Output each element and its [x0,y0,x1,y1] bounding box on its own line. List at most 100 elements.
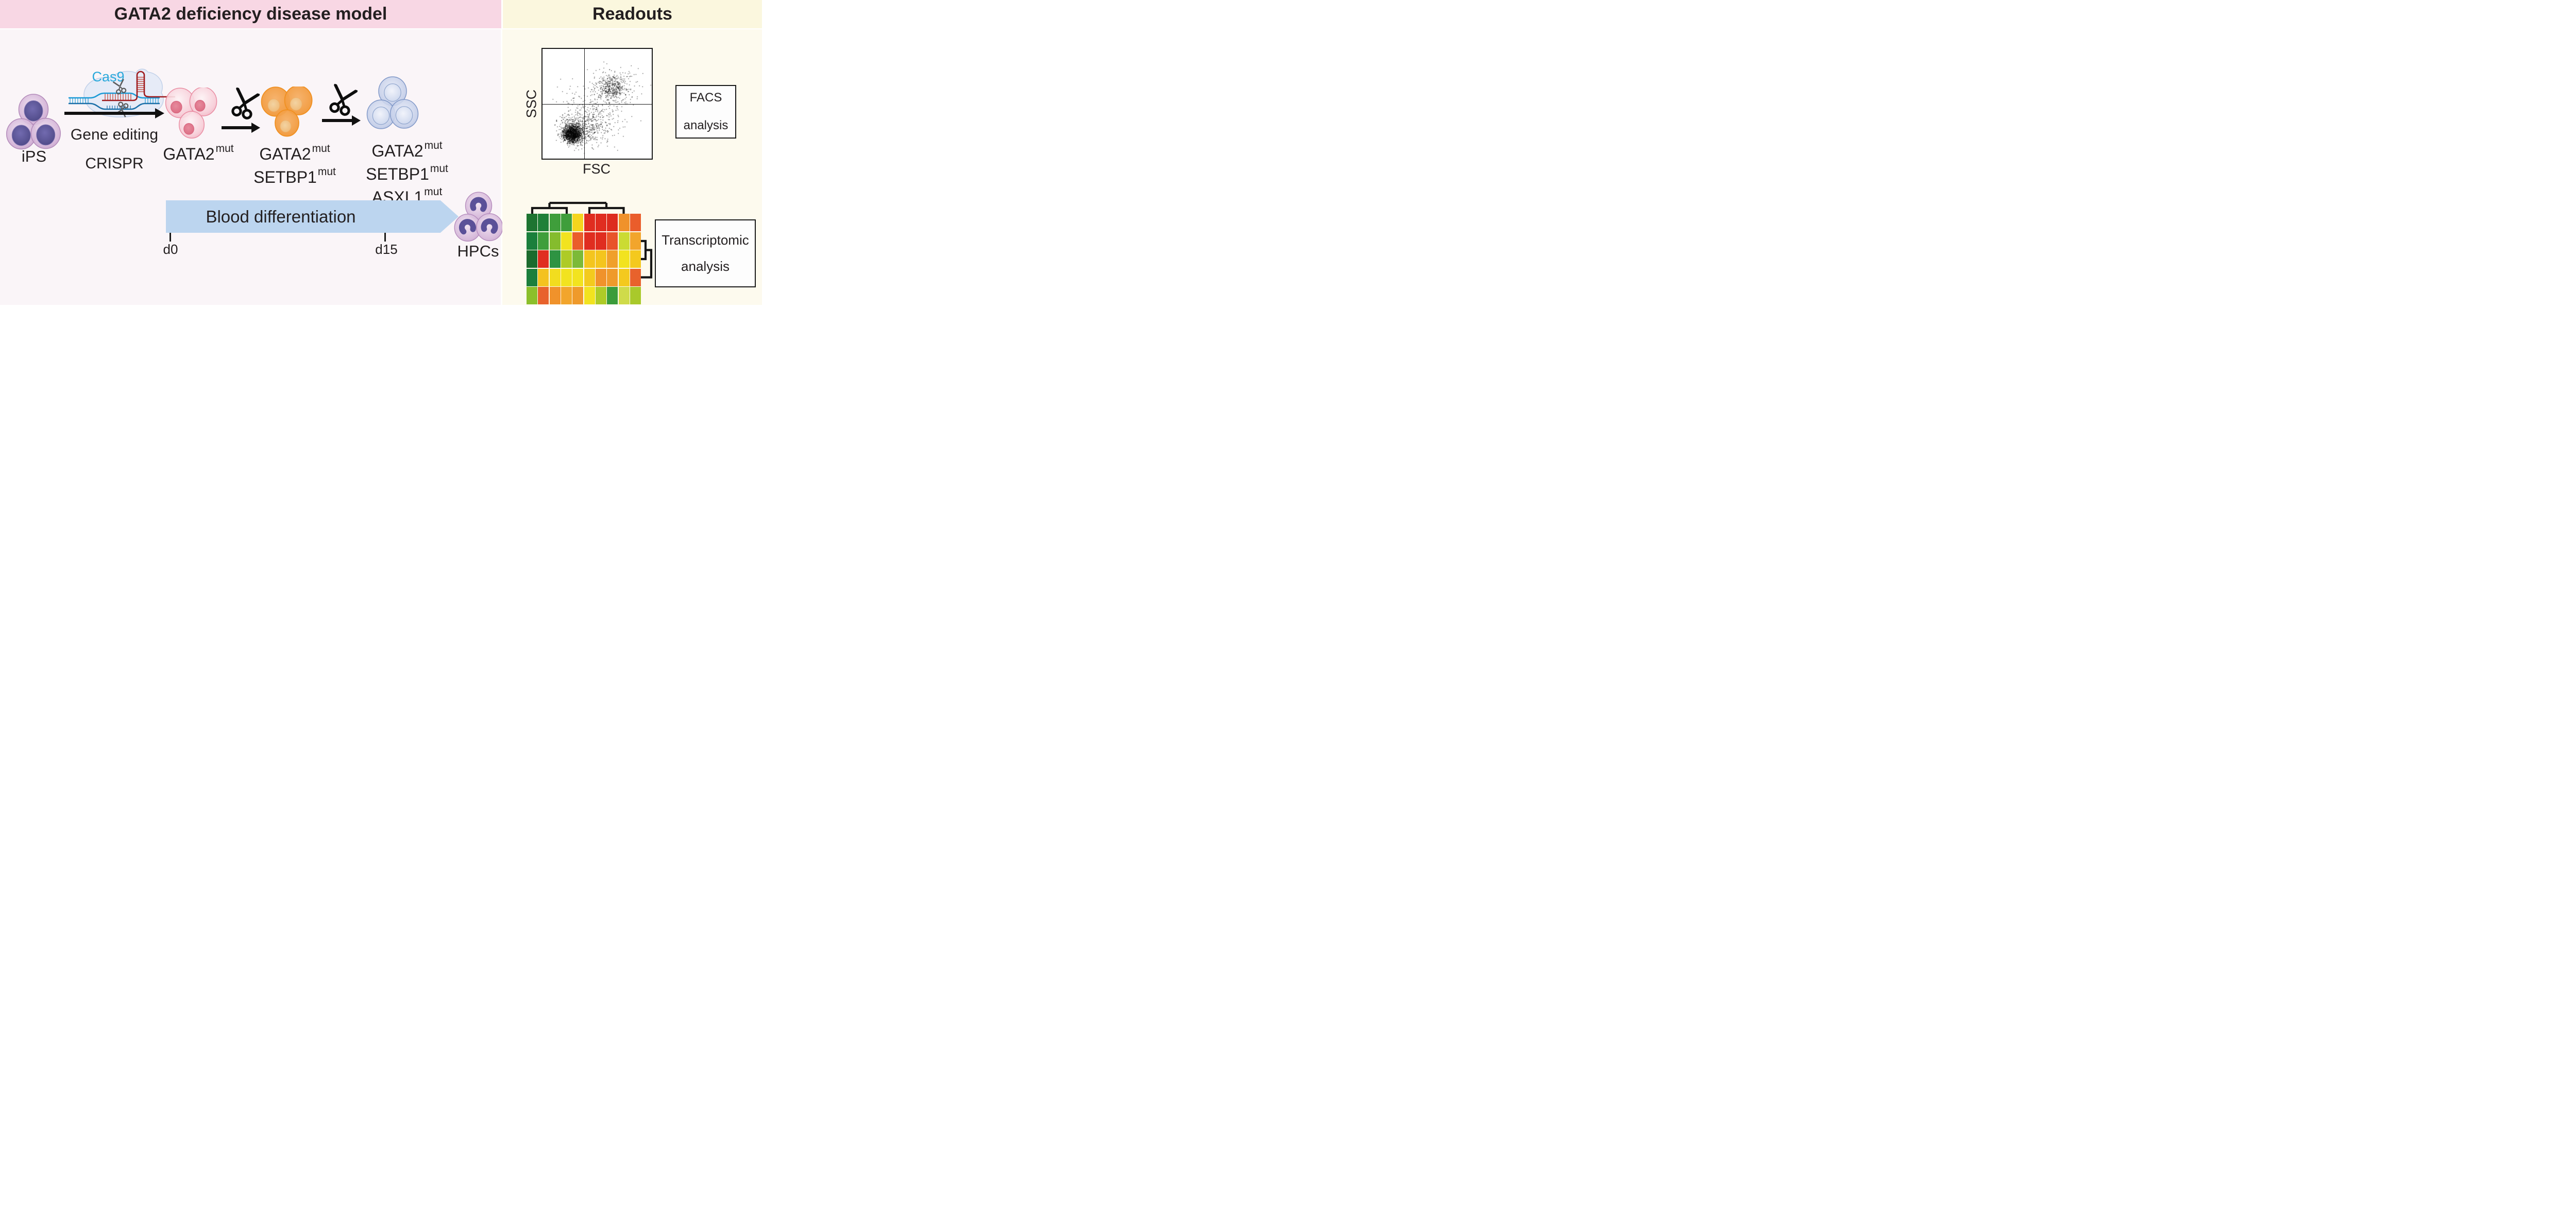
banner-readouts: Readouts [503,0,762,28]
gata2-mut-cells-illustration [165,88,217,139]
dna-rungs-left [70,98,89,104]
heatmap-cell [572,268,584,286]
heatmap-cell [607,250,618,268]
heatmap-cell [607,232,618,250]
transcriptome-heatmap [527,214,641,304]
heatmap-cell [584,287,595,304]
dna-rungs-right [145,98,159,104]
col-dendro-right-bracket [588,207,625,214]
title-readouts: Readouts [592,4,672,24]
heatmap-cell [630,232,641,250]
heatmap-cell [561,287,572,304]
arrow-to-asxl1 [322,115,361,126]
tick-d15 [384,233,386,242]
scissors-icon-2 [329,83,358,116]
grna-hairpin-rungs [138,77,144,92]
heatmap-cell [584,214,595,231]
heatmap-cell [584,232,595,250]
cas9-label: Cas9 [92,69,125,84]
heatmap-cell [538,268,549,286]
gene-name: SETBP1 [253,168,317,186]
gene-name: GATA2 [371,142,423,160]
heatmap-cell [561,214,572,231]
heatmap-cell [549,268,561,286]
heatmap-cell [527,268,537,286]
asxl1-mut-cells-illustration [366,76,419,129]
transcriptomic-analysis-line2: analysis [681,259,730,274]
scissors-icon-1 [231,87,260,119]
hpc-cells-illustration [454,192,503,242]
mutation-superscript: mut [317,165,336,178]
heatmap-cell [549,287,561,304]
tick-d15-label: d15 [375,242,398,257]
heatmap-cell [527,250,537,268]
heatmap-cell [561,268,572,286]
heatmap-cell [572,287,584,304]
gene-editing-caption-line2: CRISPR [85,155,144,172]
genotype-line: GATA2 mut [217,143,372,166]
heatmap-cell [561,250,572,268]
heatmap-cell [527,287,537,304]
scissors-icon-dna-top [112,79,127,95]
tick-d0-label: d0 [163,242,178,257]
heatmap-cell [538,287,549,304]
heatmap-cell [538,214,549,231]
gene-name: SETBP1 [366,165,429,183]
heatmap-cell [596,268,606,286]
blood-differentiation-label: Blood differentiation [206,207,356,226]
mutation-superscript: mut [430,162,448,175]
heatmap-cell [549,250,561,268]
ips-label: iPS [21,147,47,165]
heatmap-cell [527,214,537,231]
facs-analysis-line1: FACS [689,91,722,105]
heatmap-cell [538,232,549,250]
banner-disease-model: GATA2 deficiency disease model [0,0,501,28]
heatmap-cell [596,214,606,231]
heatmap-cell [584,250,595,268]
grna-pairing-rungs [105,94,131,100]
facs-y-axis-label: SSC [523,89,539,118]
genotype-line: GATA2 mut [330,140,484,163]
facs-analysis-box: FACS analysis [675,85,736,139]
facs-analysis-line2: analysis [683,118,728,132]
row-dendro-pair-bracket [641,239,647,261]
genotype-line: SETBP1 mut [217,166,372,189]
mutation-superscript: mut [424,185,443,198]
heatmap-cell [572,214,584,231]
heatmap-cell [561,232,572,250]
col-dendro-left-bracket [531,207,568,214]
heatmap-cell [618,214,630,231]
transcriptomic-analysis-line1: Transcriptomic [662,232,749,248]
title-disease-model: GATA2 deficiency disease model [114,4,387,24]
gene-editing-caption-line1: Gene editing [70,126,159,143]
hpcs-label: HPCs [457,242,499,260]
heatmap-cell [549,214,561,231]
heatmap-cell [607,268,618,286]
gene-name: GATA2 [163,145,215,163]
heatmap-cell [618,268,630,286]
facs-x-axis-label: FSC [583,161,611,177]
heatmap-cell [630,250,641,268]
arrow-gene-editing [64,108,164,118]
heatmap-cell [607,287,618,304]
heatmap-cell [572,250,584,268]
heatmap-cell [618,232,630,250]
heatmap-cell [596,250,606,268]
heatmap-cell [572,232,584,250]
genotype-label-2: GATA2 mut SETBP1 mut [217,143,372,189]
heatmap-cell [630,214,641,231]
heatmap-cell [630,287,641,304]
heatmap-cell [607,214,618,231]
ips-cells-illustration [6,94,61,150]
genotype-label-1: GATA2 mut [121,143,276,166]
genotype-line: GATA2 mut [121,143,276,166]
heatmap-cell [584,268,595,286]
setbp1-mut-cells-illustration [261,87,313,137]
heatmap-cell [549,232,561,250]
transcriptomic-analysis-box: Transcriptomic analysis [655,219,756,287]
heatmap-cell [538,250,549,268]
heatmap-cell [596,287,606,304]
heatmap-cell [618,287,630,304]
row-dendro-join [641,249,653,279]
blood-differentiation-arrow: Blood differentiation [166,200,459,233]
